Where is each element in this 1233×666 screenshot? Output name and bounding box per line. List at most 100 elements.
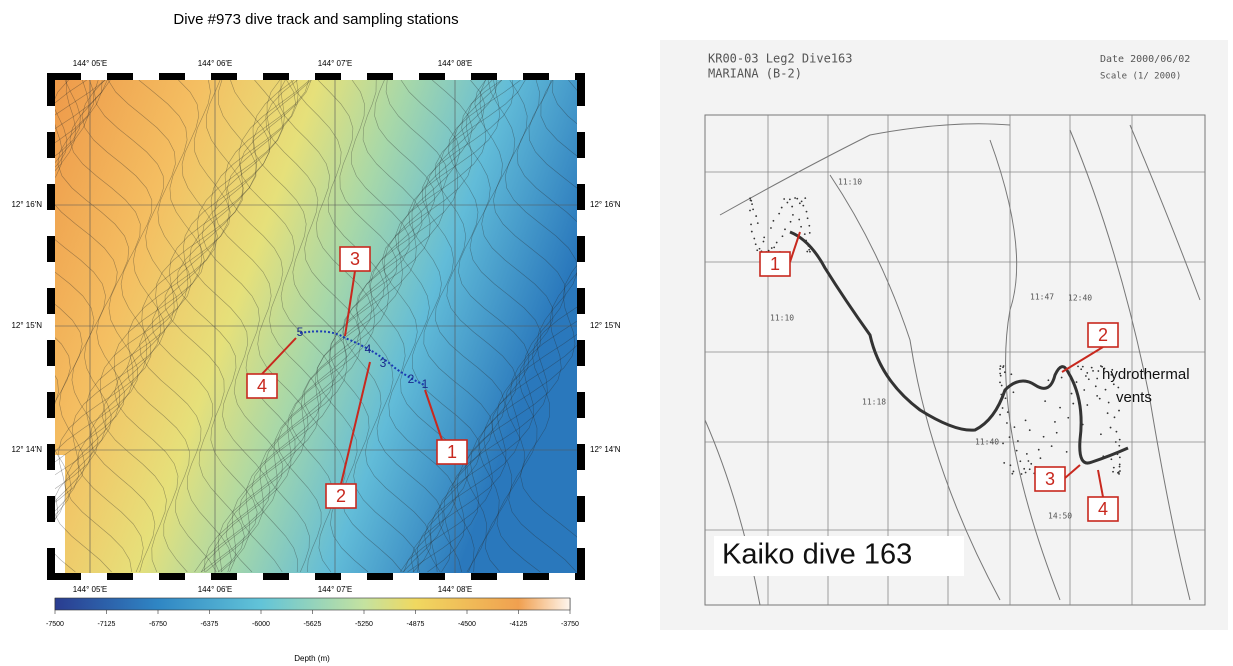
sample-dot [1086,372,1088,374]
sample-dot [1119,439,1121,441]
sample-dot [1009,464,1011,466]
colorbar-tick-label: -5625 [304,621,322,628]
sample-dot [1115,441,1117,443]
station-label: 4 [257,376,267,396]
lat-label: 12° 15'N [11,321,42,330]
sample-dot [1082,366,1084,368]
checker [47,210,55,236]
sample-dot [781,207,783,209]
sample-dot [784,228,786,230]
colorbar-tick-label: -6750 [149,621,167,628]
colorbar-label: Depth (m) [294,654,330,663]
lat-label: 12° 14'N [590,445,621,454]
sample-dot [802,205,804,207]
checker [341,573,367,580]
sample-dot [1086,404,1088,406]
checker [289,73,315,80]
sample-dot [806,251,808,253]
map-title: Dive #973 dive track and sampling statio… [173,11,458,28]
sample-dot [1077,365,1079,367]
sample-dot [1044,400,1046,402]
sample-dot [809,232,811,234]
checker [445,573,471,580]
colorbar-tick-label: -6000 [252,621,270,628]
sample-dot [773,220,775,222]
checker [445,73,471,80]
track-point: 4 [365,342,372,356]
sample-dot [787,202,789,204]
checker [47,418,55,444]
colorbar-tick-label: -6375 [201,621,219,628]
sample-dot [798,219,800,221]
sample-dot [1110,427,1112,429]
sample-dot [1118,473,1120,475]
station-label: 4 [1098,499,1108,519]
sample-dot [1072,403,1074,405]
lat-label: 12° 15'N [590,321,621,330]
lon-label: 144° 08'E [438,59,473,68]
checker [81,573,107,580]
sample-dot [783,198,785,200]
sample-dot [1014,426,1016,428]
sample-dot [751,231,753,233]
date: Date 2000/06/02 [1100,54,1190,65]
sample-dot [799,202,801,204]
sample-dot [1000,365,1002,367]
sample-dot [755,243,757,245]
sample-dot [1030,463,1032,465]
station-label: 1 [770,254,780,274]
sample-dot [1114,416,1116,418]
colorbar-tick-label: -4125 [510,621,528,628]
header: KR00-03 Leg2 Dive163 [708,52,853,66]
sample-dot [770,227,772,229]
lat-label: 12° 16'N [11,200,42,209]
checker [289,573,315,580]
sample-dot [1056,432,1058,434]
sample-dot [1116,431,1118,433]
sample-dot [1004,371,1006,373]
checker [549,573,575,580]
sample-dot [789,198,791,200]
sample-dot [753,238,755,240]
sample-dot [1002,443,1004,445]
lat-label: 12° 14'N [11,445,42,454]
checker [577,522,585,548]
annotation: vents [1116,389,1152,406]
sample-dot [1023,468,1025,470]
checker [577,210,585,236]
sample-dot [1059,407,1061,409]
sample-dot [756,249,758,251]
caption: Kaiko dive 163 [722,539,912,571]
sample-dot [763,236,765,238]
sample-dot [1005,397,1007,399]
station-label: 2 [336,486,346,506]
checker [237,573,263,580]
sample-dot [1096,395,1098,397]
sample-dot [1118,445,1120,447]
track-point: 2 [408,372,415,386]
checker [577,158,585,184]
sample-dot [1029,429,1031,431]
sample-dot [804,197,806,199]
sample-dot [1083,389,1085,391]
lon-label: 144° 05'E [73,585,108,594]
sample-dot [794,197,796,199]
sample-dot [1100,433,1102,435]
lon-label: 144° 08'E [438,585,473,594]
sample-dot [999,414,1001,416]
sample-dot [750,199,752,201]
sample-dot [778,213,780,215]
sample-dot [1026,453,1028,455]
sample-dot [1007,411,1009,413]
sample-dot [1105,389,1107,391]
station-label: 1 [447,442,457,462]
checker [393,573,419,580]
sample-dot [796,198,798,200]
colorbar-tick-label: -7125 [98,621,116,628]
time-label: 12:40 [1068,294,1092,303]
checker [185,573,211,580]
time-label: 11:18 [862,398,886,407]
checker [577,418,585,444]
track-point: 1 [422,377,429,391]
sample-dot [1061,377,1063,379]
